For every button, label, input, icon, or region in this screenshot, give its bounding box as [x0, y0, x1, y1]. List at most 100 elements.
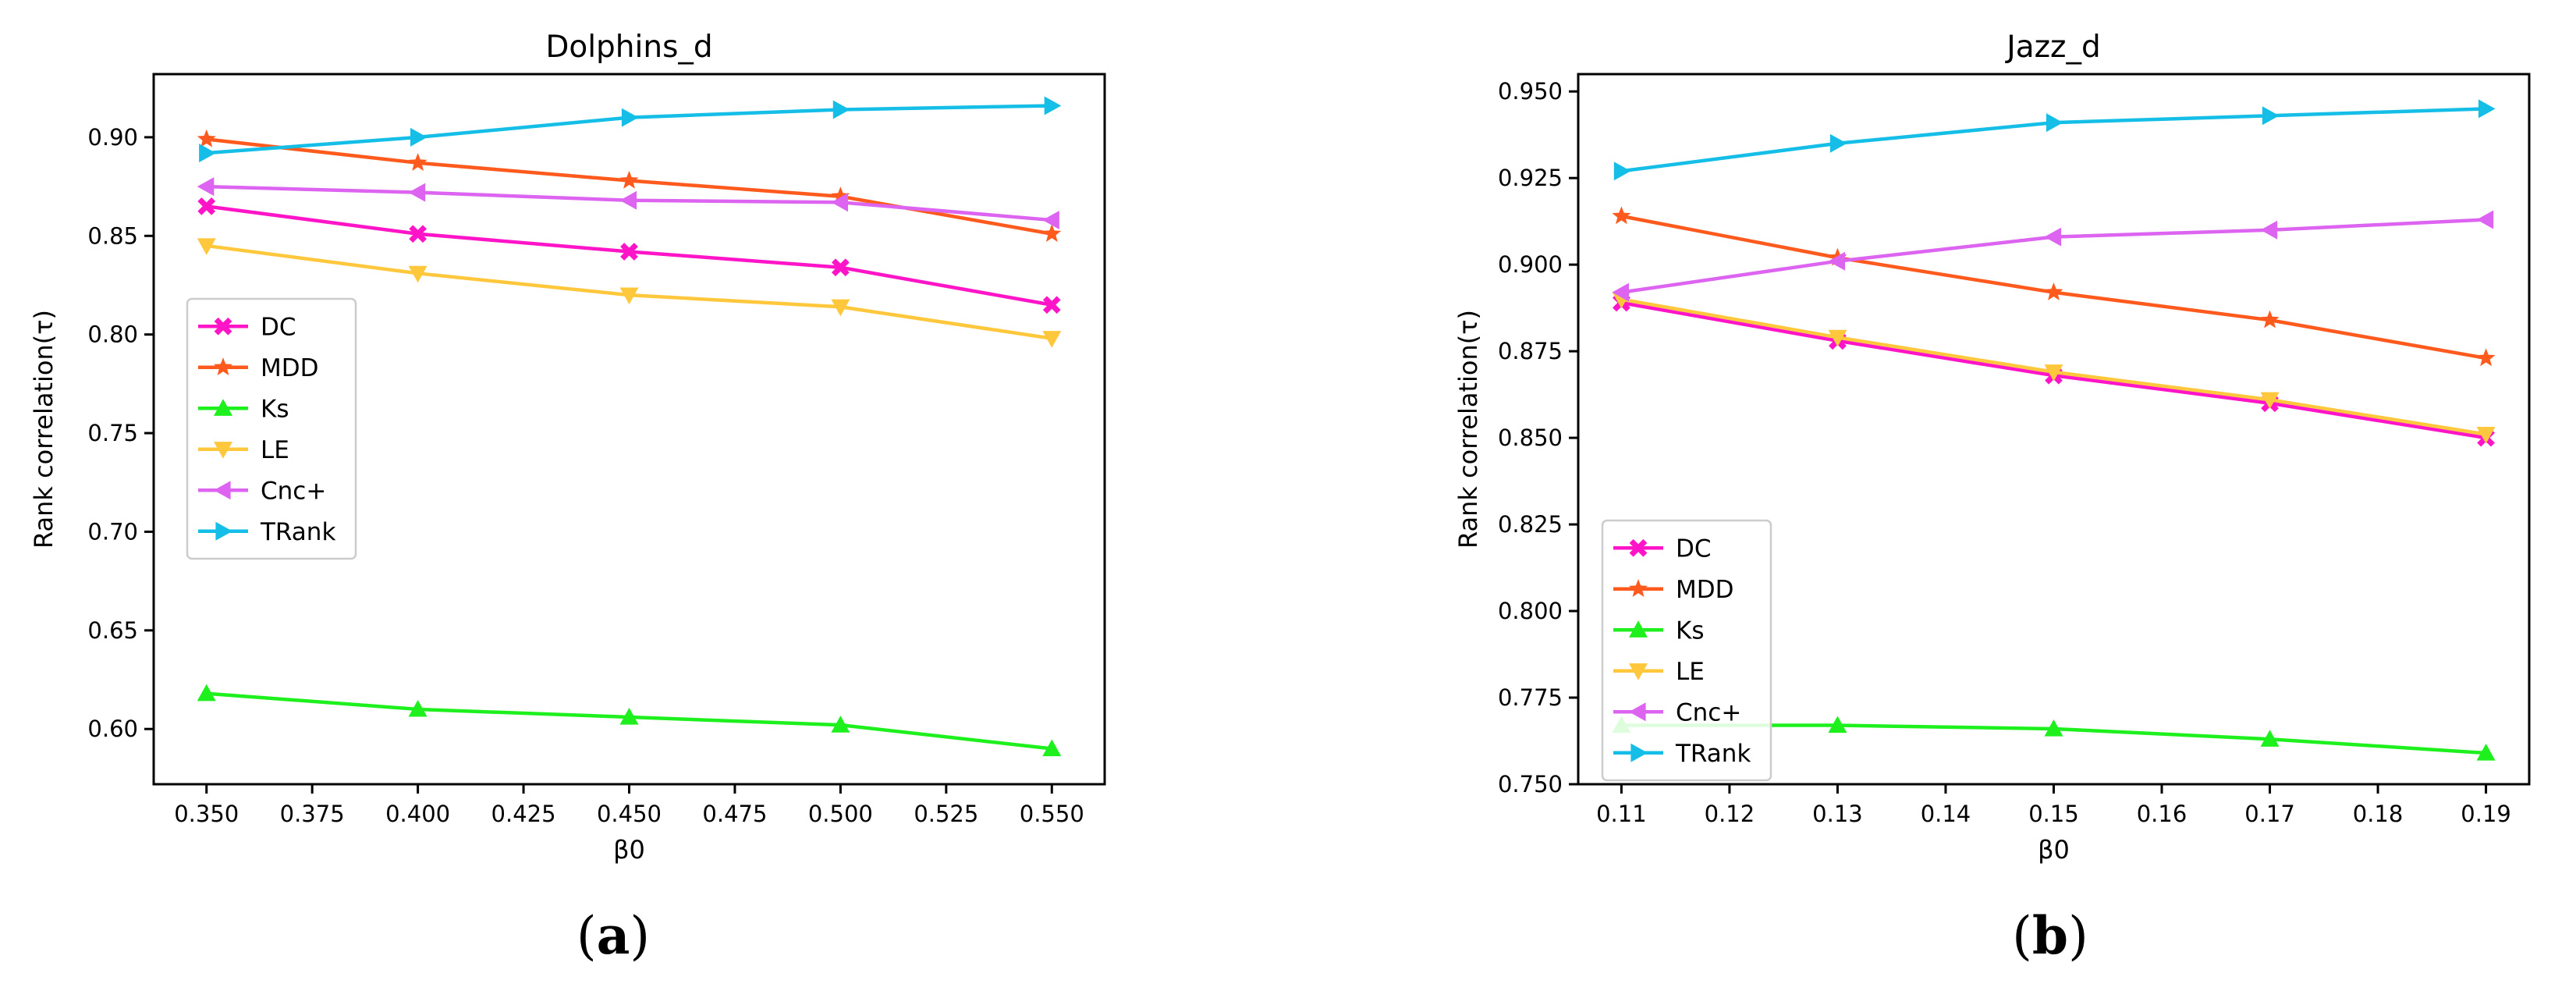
- plot-frame: [152, 73, 1106, 786]
- data-point: [620, 243, 638, 261]
- x-axis-title: β0: [613, 835, 645, 865]
- y-tick-label: 0.60: [87, 716, 138, 742]
- data-point: [1612, 206, 1631, 225]
- data-point: [832, 100, 850, 119]
- data-point: [2260, 392, 2280, 410]
- y-tick-label: 0.800: [1498, 598, 1563, 624]
- chart-panel-b: Jazz_d 0.11 0.12 0.13 0.14 0.15 0.16 0.17 0.18 0.…: [1453, 30, 2531, 966]
- legend: DC MDD Ks LE Cnc+ TRank: [1601, 519, 1772, 782]
- data-point: [2044, 364, 2063, 382]
- chart-title: Jazz_d: [2004, 30, 2101, 65]
- x-tick-label: 0.15: [2028, 801, 2079, 827]
- legend-label: DC: [261, 313, 296, 341]
- series-line: [1621, 218, 2486, 294]
- legend-marker: [1630, 743, 1648, 762]
- x-tick-label: 0.400: [385, 801, 450, 827]
- data-point: [1612, 282, 1630, 302]
- y-tick-label: 0.80: [87, 321, 138, 348]
- data-point: [619, 170, 639, 189]
- series-trank: [199, 96, 1062, 163]
- legend-marker: [1629, 579, 1648, 597]
- data-point: [619, 190, 637, 210]
- data-point: [408, 153, 428, 171]
- legend-label: Ks: [261, 395, 289, 423]
- x-tick-label: 0.18: [2353, 801, 2404, 827]
- data-point: [831, 716, 850, 733]
- legend-label: MDD: [1676, 576, 1734, 604]
- data-point: [2260, 220, 2278, 240]
- x-tick-label: 0.14: [1921, 801, 1971, 827]
- y-tick-label: 0.775: [1498, 684, 1563, 711]
- data-point: [197, 177, 215, 197]
- legend-label: LE: [1676, 658, 1705, 686]
- x-tick-label: 0.550: [1020, 801, 1084, 827]
- panel-label-open: (: [577, 906, 597, 966]
- data-point: [409, 225, 428, 243]
- data-point: [2476, 348, 2496, 367]
- data-point: [1613, 162, 1631, 181]
- data-point: [2476, 744, 2496, 761]
- data-point: [619, 708, 639, 725]
- y-tick-label: 0.850: [1498, 424, 1563, 451]
- data-point: [2478, 99, 2496, 119]
- series-dc: [197, 197, 1061, 314]
- series-ks: [197, 684, 1062, 757]
- data-point: [831, 299, 850, 317]
- data-point: [621, 108, 639, 127]
- legend-label: Ks: [1676, 616, 1704, 645]
- series-le: [197, 238, 1062, 348]
- series-line: [206, 137, 1052, 236]
- legend-label: MDD: [261, 354, 319, 382]
- series-mdd: [1612, 206, 2496, 367]
- x-tick-label: 0.17: [2244, 801, 2295, 827]
- data-point: [197, 197, 216, 215]
- series-le: [1612, 291, 2496, 444]
- y-tick-label: 0.950: [1498, 78, 1563, 105]
- legend-marker: [214, 357, 232, 375]
- y-tick-label: 0.90: [87, 124, 138, 151]
- panel-label: (a): [577, 905, 650, 966]
- y-tick-label: 0.900: [1498, 251, 1563, 278]
- data-point: [408, 183, 426, 202]
- legend-marker: [1629, 702, 1646, 722]
- legend-marker: [1629, 663, 1648, 680]
- data-point: [2046, 113, 2063, 133]
- y-tick-label: 0.750: [1498, 771, 1563, 797]
- data-point: [2044, 719, 2063, 737]
- x-tick-label: 0.16: [2137, 801, 2187, 827]
- data-point: [1828, 251, 1846, 271]
- y-axis-title: Rank correlation(τ): [29, 310, 59, 549]
- legend-marker: [214, 442, 232, 459]
- data-point: [2476, 427, 2496, 444]
- data-point: [197, 238, 216, 255]
- legend-label: DC: [1676, 535, 1712, 563]
- legend: DC MDD Ks LE Cnc+ TRank: [186, 297, 357, 560]
- panel-label: (b): [2012, 905, 2088, 966]
- legend-label: Cnc+: [1676, 698, 1741, 726]
- x-tick-label: 0.375: [280, 801, 345, 827]
- data-point: [2476, 210, 2494, 229]
- data-point: [2262, 106, 2280, 126]
- legend-label: TRank: [260, 518, 335, 546]
- panel-label-letter: b: [2032, 905, 2068, 966]
- data-point: [1042, 739, 1062, 757]
- data-point: [408, 265, 428, 283]
- x-tick-label: 0.475: [702, 801, 767, 827]
- x-tick-label: 0.500: [808, 801, 873, 827]
- series-cnc-: [197, 177, 1059, 230]
- x-tick-label: 0.19: [2461, 801, 2511, 827]
- x-tick-label: 0.350: [174, 801, 239, 827]
- data-point: [619, 287, 639, 305]
- data-point: [197, 684, 216, 702]
- data-point: [1042, 211, 1059, 230]
- plot-frame: [1577, 73, 2531, 786]
- panel-label-open: (: [2012, 906, 2032, 966]
- x-tick-label: 0.450: [597, 801, 662, 827]
- panel-label-close: ): [630, 906, 650, 966]
- series-trank: [1613, 99, 2496, 181]
- legend-marker: [1629, 538, 1648, 557]
- y-tick-label: 0.85: [87, 222, 138, 249]
- legend-marker: [215, 521, 232, 541]
- panel-label-close: ): [2068, 906, 2088, 966]
